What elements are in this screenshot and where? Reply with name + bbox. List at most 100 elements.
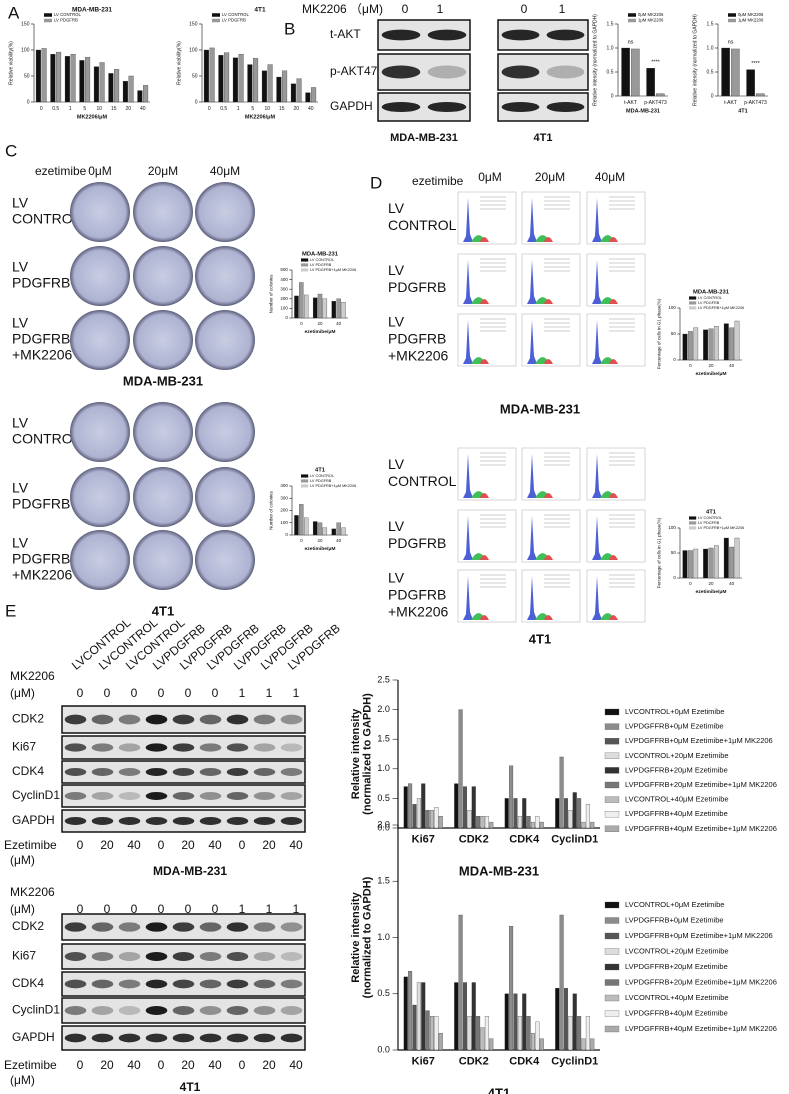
x-tick-label: 0: [689, 581, 692, 586]
row-label: LV: [12, 535, 29, 551]
legend-swatch: [628, 18, 636, 23]
bar: [480, 1027, 485, 1051]
dose: 1: [239, 902, 246, 916]
blot-band: [118, 1006, 141, 1015]
blot-band: [118, 952, 141, 961]
x-tick-label: 15: [279, 106, 285, 112]
g2-peak: [544, 493, 553, 498]
panel-letter: E: [5, 601, 16, 620]
y-tick-label: 1.0: [377, 932, 390, 942]
bar: [438, 816, 443, 829]
bar: [122, 81, 128, 103]
plate: [195, 182, 255, 242]
legend-label: LVPDGFFRB+20μM Ezetimibe+1μM MK2206: [625, 977, 777, 986]
x-axis-label: ezetimibe/μM: [304, 329, 335, 335]
row-label: +MK2206: [12, 347, 73, 363]
s-phase: [535, 297, 548, 304]
dose: 40μM: [595, 170, 625, 184]
bar: [253, 58, 259, 103]
row-label: CyclinD1: [12, 788, 60, 802]
g1-peak: [463, 260, 473, 304]
bar: [504, 798, 509, 829]
x-tick-label: 20: [708, 581, 714, 586]
legend-label: LV PDGFRB: [698, 301, 720, 305]
bar: [438, 1032, 443, 1051]
x-tick-label: 10: [264, 106, 270, 112]
legend-label: LV PDGFRB+1μM MK2206: [698, 526, 744, 530]
bar: [421, 982, 426, 1051]
legend-label: LVPDGFFRB+0μM Ezetimibe: [625, 722, 724, 731]
dose: 0μM: [88, 164, 112, 178]
s-phase: [535, 553, 548, 560]
legend-swatch: [728, 13, 736, 17]
s-phase: [471, 491, 484, 498]
blot-band: [546, 65, 585, 79]
bar: [267, 64, 273, 103]
bar: [476, 816, 481, 829]
treatment-label: MK2206: [10, 669, 55, 683]
dose: 0: [212, 902, 219, 916]
blot-band: [91, 922, 114, 932]
row-label: PDGFRB: [12, 331, 70, 347]
legend-label: LVCONTROL+40μM Ezetimibe: [625, 795, 729, 804]
blot-band: [253, 1033, 276, 1043]
bar: [247, 64, 253, 103]
x-tick-label: CDK4: [509, 1056, 540, 1068]
blot-band: [427, 65, 467, 79]
bar: [703, 548, 709, 579]
blot-band: [280, 952, 303, 961]
blot-band: [253, 1006, 276, 1015]
blot-band: [501, 29, 540, 41]
blot-band: [64, 922, 87, 932]
y-tick-label: 100: [21, 47, 30, 53]
bar: [64, 56, 70, 103]
bar: [317, 293, 323, 319]
blot-band: [226, 714, 249, 725]
bar: [555, 987, 560, 1051]
dose: 20μM: [535, 170, 565, 184]
bar: [480, 816, 485, 829]
bar: [513, 798, 518, 829]
bar: [408, 783, 413, 829]
blot-band: [64, 817, 87, 825]
bar: [454, 783, 459, 829]
blot-band: [199, 768, 222, 776]
g1-peak: [527, 454, 537, 498]
y-axis-label: (normalized to GAPDH): [362, 876, 374, 998]
legend-label: LV PDGFRB+1μM MK2206: [698, 306, 744, 310]
blot-band: [172, 1006, 195, 1015]
s-phase: [600, 235, 613, 242]
blot-band: [145, 952, 168, 961]
bar: [564, 798, 568, 829]
treatment-label: ezetimibe: [35, 164, 87, 178]
x-tick-label: Ki67: [412, 834, 435, 846]
bar: [568, 810, 573, 829]
blot-band: [172, 952, 195, 961]
bar: [276, 76, 282, 103]
bar: [412, 804, 417, 829]
g1-peak: [527, 320, 537, 364]
y-tick-label: 0: [673, 357, 676, 362]
bar: [703, 329, 709, 361]
blot-band: [253, 743, 276, 752]
dose: 0: [77, 902, 84, 916]
y-tick-label: 0.0: [377, 822, 390, 832]
blot-band: [253, 714, 276, 725]
blot-band: [118, 768, 141, 776]
bar: [99, 62, 105, 103]
legend-label: LV CONTROL: [310, 258, 334, 262]
blot-band: [145, 1006, 168, 1015]
x-axis-label: ezetimibe/μM: [304, 546, 335, 552]
bar: [322, 298, 328, 319]
s-phase: [535, 613, 548, 620]
x-tick-label: 0.5: [52, 106, 59, 112]
x-tick-label: p-AKT473: [644, 100, 667, 106]
x-tick-label: 0: [300, 321, 303, 326]
dose: 1: [266, 902, 273, 916]
dose: 0: [158, 902, 165, 916]
bar: [70, 54, 76, 103]
bar: [261, 70, 267, 103]
bar: [522, 993, 527, 1051]
bar: [282, 70, 288, 103]
bar: [513, 993, 518, 1051]
